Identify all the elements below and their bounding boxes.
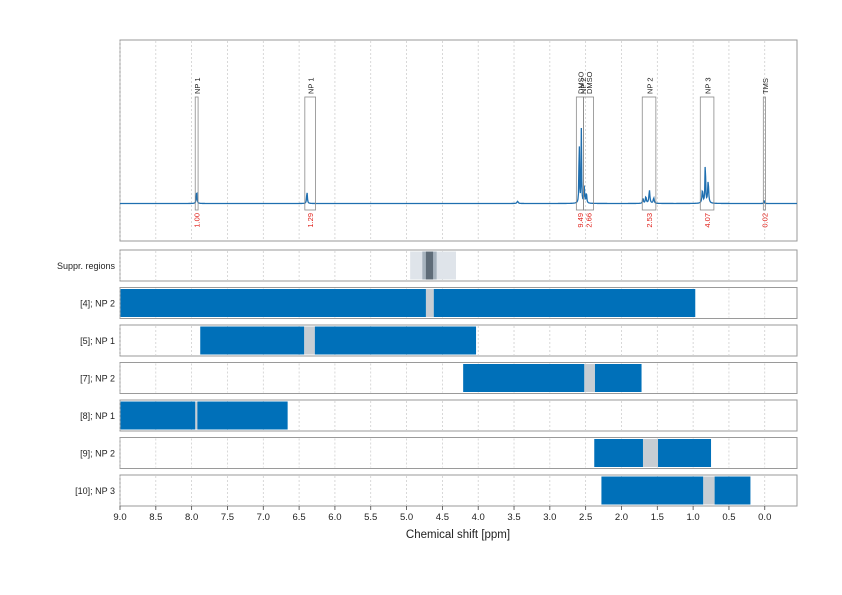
region-box	[304, 96, 316, 211]
x-tick-label: 1.0	[687, 512, 700, 523]
track-label: [5]; NP 1	[80, 336, 115, 346]
x-tick-label: 5.5	[364, 512, 377, 523]
x-tick-label: 7.5	[221, 512, 234, 523]
x-tick-label: 2.0	[615, 512, 628, 523]
region-label: NP 2	[646, 77, 655, 94]
range-bar	[120, 289, 426, 317]
track-label: [8]; NP 1	[80, 411, 115, 421]
x-tick-label: 7.0	[257, 512, 270, 523]
region-label: NP 3	[704, 77, 713, 94]
range-bar	[314, 326, 477, 355]
x-tick-label: 0.0	[758, 512, 771, 523]
track-label: [10]; NP 3	[75, 486, 115, 496]
region-label: DMSO	[585, 71, 594, 94]
bar-gap	[425, 289, 434, 317]
x-tick-label: 0.5	[722, 512, 735, 523]
integral-label: 4.07	[703, 213, 712, 228]
track-label: Suppr. regions	[57, 261, 116, 271]
x-tick-label: 4.0	[472, 512, 485, 523]
track-label: [4]; NP 2	[80, 299, 115, 309]
spectrum-line	[120, 128, 797, 205]
region-box	[194, 96, 199, 211]
bar-gap	[642, 439, 659, 467]
track-label: [9]; NP 2	[80, 449, 115, 459]
x-axis: 9.0 8.5 8.0 7.5 7.0 6.5 6.0 5.5 5.0 4.5 4.0 3.5 3.0 2…	[113, 506, 771, 523]
track-frame	[119, 249, 798, 282]
range-bar	[658, 439, 712, 467]
integral-label: 2.53	[645, 213, 654, 228]
bar-gap	[584, 364, 595, 392]
region-label: NP 1	[193, 77, 202, 94]
bar-gap	[195, 401, 198, 430]
x-tick-label: 4.5	[436, 512, 449, 523]
integral-label: 0.02	[760, 213, 769, 228]
x-tick-label: 5.0	[400, 512, 413, 523]
x-tick-label: 6.0	[328, 512, 341, 523]
bar-gap	[304, 326, 315, 355]
range-bar	[594, 364, 642, 392]
range-bar	[594, 439, 643, 467]
range-bar	[197, 401, 288, 430]
spectrum-frame	[119, 39, 798, 242]
range-bar	[463, 364, 585, 392]
region-label: NP 2	[579, 77, 588, 94]
integral-label: 1.29	[306, 213, 315, 228]
x-tick-label: 8.5	[149, 512, 162, 523]
region-box	[583, 96, 594, 211]
x-tick-label: 3.5	[507, 512, 520, 523]
region-box	[641, 96, 657, 211]
region-label: NP 1	[307, 77, 316, 94]
integral-label: 2.66	[585, 213, 594, 228]
range-bar	[200, 326, 305, 355]
spectrum-panel: NP 1 1.00 NP 1 1.29 DMSO 9.49 DMSO 2.66 NP 2 2.53…	[119, 39, 798, 242]
range-bar	[714, 476, 751, 505]
track-label: [7]; NP 2	[80, 374, 115, 384]
x-tick-label: 2.5	[579, 512, 592, 523]
x-tick-label: 8.0	[185, 512, 198, 523]
region-box	[762, 96, 766, 211]
tracks-panel: Suppr. regions [4]; NP 2 [5]; NP 1 [7]; NP …	[57, 249, 798, 507]
x-tick-label: 9.0	[113, 512, 126, 523]
x-axis-label: Chemical shift [ppm]	[406, 529, 510, 541]
integral-label: 1.00	[193, 213, 202, 228]
range-bar	[120, 401, 196, 430]
region-label: DMSO	[576, 71, 585, 94]
range-bar	[601, 476, 704, 505]
x-tick-label: 1.5	[651, 512, 664, 523]
track-frame	[119, 362, 798, 394]
x-tick-label: 3.0	[543, 512, 556, 523]
region-box	[699, 96, 715, 211]
integral-label: 9.49	[576, 213, 585, 228]
region-label: TMS	[761, 78, 770, 94]
x-tick-label: 6.5	[292, 512, 305, 523]
bar-gap	[703, 476, 715, 505]
suppression-region-inner	[425, 251, 434, 280]
range-bar	[433, 289, 696, 317]
